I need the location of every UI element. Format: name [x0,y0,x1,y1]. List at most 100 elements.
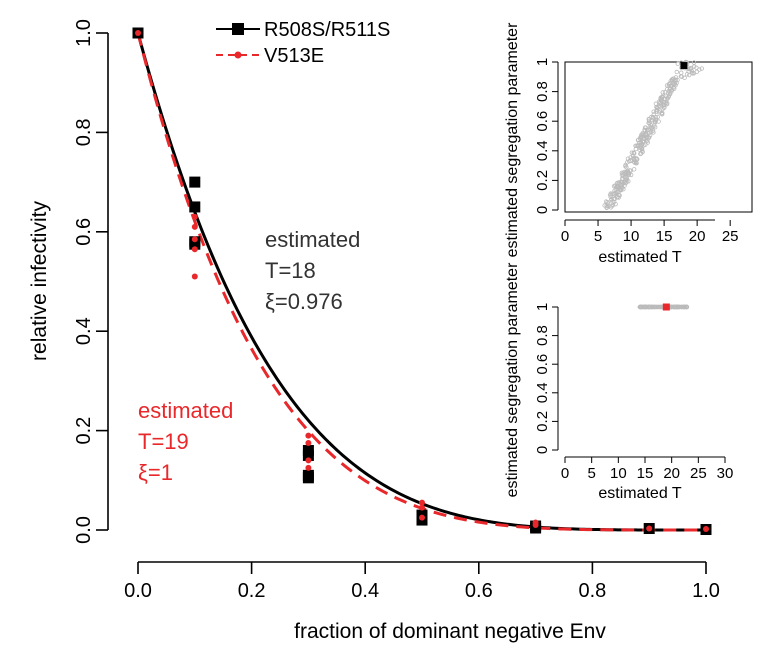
inset-bottom-y-title: estimated segregation parameter [504,262,521,497]
inset-top-y-title: estimated segregation parameter [504,22,521,257]
x-tick-label: 0.0 [124,580,152,602]
bootstrap-estimate [653,118,659,123]
x-tick-label: 1.0 [692,580,720,602]
bootstrap-estimate [654,105,660,110]
inset-y-tick-label: 0.4 [534,140,551,161]
legend-label-r508s-r511s: R508S/R511S [264,19,390,41]
bootstrap-estimate [642,128,648,133]
inset-x-tick-label: 5 [594,228,602,245]
bootstrap-estimate [659,94,665,100]
bootstrap-estimate [639,145,644,151]
bootstrap-estimate [615,183,621,188]
bootstrap-estimate [633,143,638,149]
inset-x-tick-label: 5 [587,465,595,482]
best-estimate-marker [662,303,670,311]
bootstrap-estimate [623,162,628,168]
inset-x-tick-label: 25 [722,228,739,245]
inset-bottom-y-ticks: 0 0.2 0.4 0.6 0.8 1 [534,303,558,454]
bootstrap-estimate [633,155,639,161]
bootstrap-estimate [642,125,648,130]
inset-x-tick-label: 30 [717,465,734,482]
inset-y-tick-label: 0.2 [534,411,551,432]
fit-curves [136,32,706,532]
y-tick-label: 0.4 [73,317,95,345]
inset-x-tick-label: 0 [561,465,569,482]
inset-x-tick-label: 15 [637,465,654,482]
bootstrap-estimate [690,71,695,76]
bootstrap-estimate [650,128,656,133]
bootstrap-estimate [644,135,649,141]
bootstrap-estimate [638,139,644,145]
inset-x-tick-label: 20 [663,465,680,482]
legend-marker-r508s-r511s [232,23,244,35]
annotation-fit-v513e: estimated T=19 ξ=1 [138,398,233,485]
inset-x-tick-label: 15 [656,228,673,245]
annotation-line: ξ=1 [138,460,173,485]
data-point-v513e [191,236,198,243]
bootstrap-estimate [651,112,656,117]
inset-x-tick-label: 10 [623,228,640,245]
bootstrap-estimate [646,304,652,310]
bootstrap-estimate [615,195,620,200]
x-tick-label: 0.6 [465,580,493,602]
bootstrap-estimate [677,304,682,310]
bootstrap-estimate [687,66,692,72]
inset-y-tick-label: 0.6 [534,111,551,132]
bootstrap-estimate [624,175,630,180]
bootstrap-estimate [655,114,661,120]
bootstrap-estimate [612,192,617,197]
data-point-v513e [419,514,425,521]
bootstrap-estimate [671,82,676,87]
annotation-line: estimated [265,227,360,252]
y-tick-label: 0.2 [73,417,95,445]
bootstrap-estimate [611,196,616,202]
data-point-v513e [191,246,198,253]
bootstrap-estimate [646,120,651,126]
inset-top-frame [564,61,753,213]
legend-marker-v513e [234,51,242,59]
bootstrap-estimate [669,87,675,93]
inset-bottom-x-ticks: 0 5 10 15 20 25 30 [561,457,734,482]
bootstrap-estimate [668,78,673,84]
x-axis-title: fraction of dominant negative Env [294,620,606,643]
inset-y-tick-label: 0 [534,206,551,214]
inset-y-tick-label: 1 [534,58,551,66]
bootstrap-estimate [613,201,618,207]
bootstrap-estimate [686,69,691,74]
bootstrap-estimate [661,102,666,108]
bootstrap-estimate [658,304,663,310]
data-point-v513e [646,525,653,532]
bootstrap-estimate [646,135,651,140]
x-tick-label: 0.4 [351,580,379,602]
bootstrap-estimate [621,186,626,192]
y-axis-title: relative infectivity [28,201,51,361]
bootstrap-estimate [659,112,665,117]
inset-top-x-title: estimated T [598,249,682,266]
bootstrap-estimate [656,119,661,124]
bootstrap-estimate [625,156,631,161]
bootstrap-estimate [679,74,684,79]
inset-x-tick-label: 25 [690,465,707,482]
inset-y-tick-label: 0.2 [534,170,551,191]
bootstrap-estimate [631,156,636,161]
bootstrap-estimate [631,167,637,172]
inset-top-y-ticks: 0 0.2 0.4 0.6 0.8 1 [534,58,558,214]
data-point-v513e [191,223,198,230]
bootstrap-estimate [639,144,644,149]
best-estimate-marker [680,62,688,70]
data-point-v513e [135,30,141,36]
bootstrap-estimate [639,132,644,138]
bootstrap-estimate [619,172,625,178]
inset-top: 0 5 10 15 20 25 0 0.2 0.4 0.6 0.8 1 estimated T [534,58,753,266]
bootstrap-estimate [629,150,635,155]
bootstrap-estimate [619,179,624,185]
x-tick-label: 0.2 [238,580,266,602]
bootstrap-estimate [674,304,679,310]
legend: R508S/R511S V513E [216,19,390,67]
bootstrap-estimate [624,177,630,183]
bootstrap-estimate [631,150,637,156]
bootstrap-estimate [640,131,645,137]
inset-x-tick-label: 20 [689,228,706,245]
x-ticks: 0.0 0.2 0.4 0.6 0.8 1.0 [124,562,720,602]
